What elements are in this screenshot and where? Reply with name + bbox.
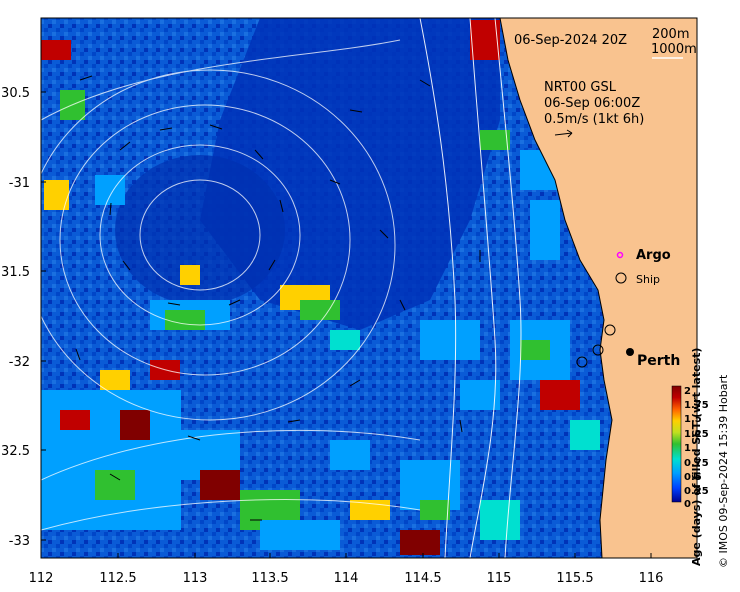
plot-area xyxy=(41,18,697,558)
ssh-contours xyxy=(41,39,421,531)
scale-arrow xyxy=(554,132,573,136)
eddy-core xyxy=(115,155,285,305)
contour-1000-label: 1000m xyxy=(651,42,697,57)
colorbar-tick: 1 xyxy=(684,443,691,454)
colorbar-tick: 1.75 xyxy=(684,400,709,411)
ship-marker xyxy=(592,344,604,356)
colorbar-tick: 1.5 xyxy=(684,414,702,425)
colorbar-tick: 2 xyxy=(684,386,691,397)
y-tick-label: 31.5 xyxy=(1,265,30,280)
colorbar-tick: 0 xyxy=(684,499,691,510)
y-axis: 30.5 -31 31.5 -32 32.5 -33 xyxy=(1,86,30,549)
ship-legend-marker xyxy=(615,272,627,284)
current-title: NRT00 GSL xyxy=(544,80,617,95)
current-time: 06-Sep 06:00Z xyxy=(544,96,640,111)
y-tick-marks xyxy=(41,91,46,541)
current-scale: 0.5m/s (1kt 6h) xyxy=(544,112,644,127)
x-tick-marks xyxy=(117,553,652,558)
ship-legend-label: Ship xyxy=(636,273,660,286)
credit-text: © IMOS 09-Sep-2024 15:39 Hobart xyxy=(717,374,730,568)
plot-frame xyxy=(40,17,698,559)
x-tick-label: 112 xyxy=(29,571,54,586)
x-tick-label: 115 xyxy=(487,571,512,586)
x-tick-label: 112.5 xyxy=(99,571,136,586)
bathymetry-contours xyxy=(419,18,522,558)
x-axis: 112 112.5 113 113.5 114 114.5 115 115.5 … xyxy=(29,571,664,586)
argo-legend-label: Argo xyxy=(636,248,671,263)
current-vectors xyxy=(75,75,481,521)
y-tick-label: -32 xyxy=(9,355,30,370)
contour-200-label: 200m xyxy=(652,27,689,42)
ship-marker xyxy=(604,324,616,336)
colorbar xyxy=(671,385,682,503)
land-area xyxy=(500,18,697,558)
x-tick-label: 113.5 xyxy=(251,571,288,586)
colorbar-title: Age (days) of filled SST (wrt latest) xyxy=(690,348,703,566)
colorbar-tick: 0.5 xyxy=(684,472,702,483)
city-label-perth: Perth xyxy=(637,353,680,369)
x-tick-label: 114 xyxy=(334,571,359,586)
coastline xyxy=(499,18,613,558)
colorbar-tick: 1.25 xyxy=(684,429,709,440)
x-tick-label: 113 xyxy=(183,571,208,586)
colorbar-tick: 0.25 xyxy=(684,486,709,497)
y-tick-label: -33 xyxy=(9,534,30,549)
date-label: 06-Sep-2024 20Z xyxy=(514,33,627,48)
colorbar-ticks: 2 1.75 1.5 1.25 1 0.75 0.5 0.25 0 xyxy=(684,386,709,510)
x-tick-label: 116 xyxy=(639,571,664,586)
colorbar-tick: 0.75 xyxy=(684,458,709,469)
y-tick-label: -31 xyxy=(9,176,30,191)
y-tick-label: 32.5 xyxy=(1,444,30,459)
y-tick-label: 30.5 xyxy=(1,86,30,101)
perth-marker xyxy=(626,348,634,356)
scale-arrow-head xyxy=(566,129,573,138)
ship-marker xyxy=(576,356,588,368)
x-tick-label: 115.5 xyxy=(556,571,593,586)
x-tick-label: 114.5 xyxy=(404,571,441,586)
argo-legend-marker xyxy=(616,251,624,259)
